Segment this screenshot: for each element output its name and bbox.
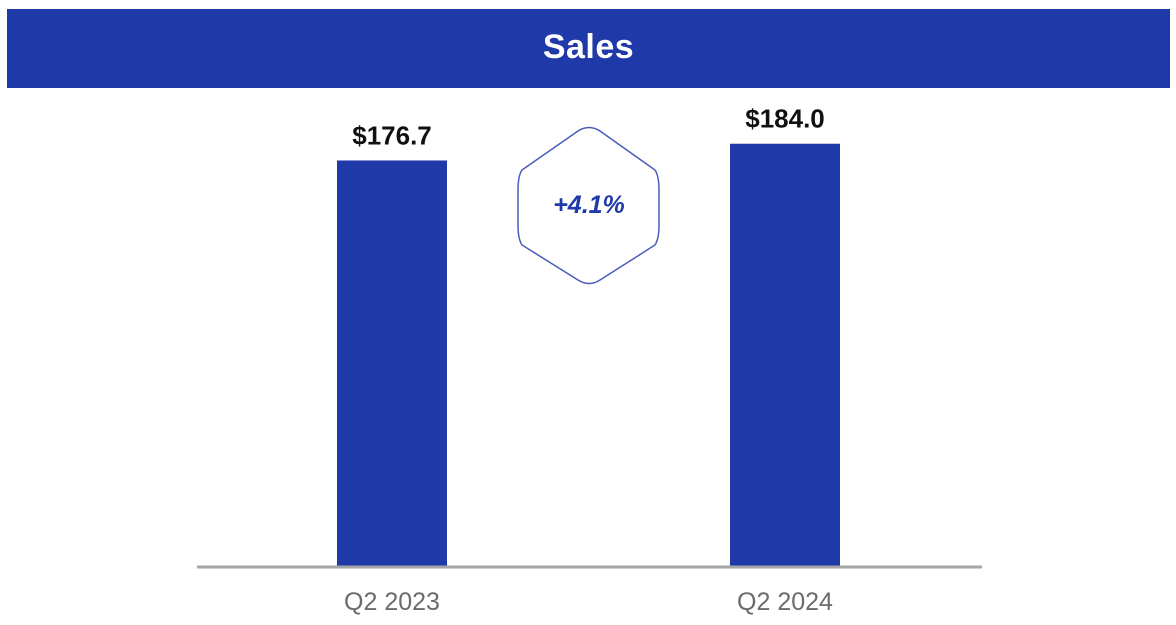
category-label-0: Q2 2023 (344, 588, 440, 616)
value-label-0: $176.7 (352, 120, 432, 150)
change-percent-label: +4.1% (553, 191, 625, 219)
category-label-1: Q2 2024 (737, 588, 833, 616)
change-badge: +4.1% (518, 128, 659, 284)
category-labels-group: Q2 2023 Q2 2024 (344, 588, 833, 616)
bar-0 (337, 160, 447, 566)
value-label-1: $184.0 (745, 104, 825, 134)
bar-1 (730, 144, 840, 566)
